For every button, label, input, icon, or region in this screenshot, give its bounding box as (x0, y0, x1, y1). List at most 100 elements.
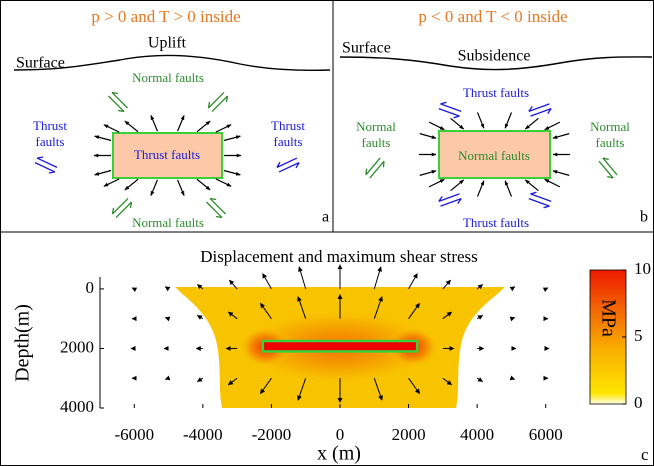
displacement-arrow (546, 288, 548, 289)
fault-line (210, 198, 226, 214)
source (263, 341, 417, 351)
fault-arrow (49, 172, 55, 173)
fault-label: Thrust faults (134, 147, 200, 162)
panel-b: p < 0 and T < 0 inside Surface Subsidenc… (340, 7, 652, 230)
fault-label: Thrust faults (463, 85, 529, 100)
x-tick-label: 0 (336, 425, 345, 444)
fault-label: Normal faults (132, 70, 204, 85)
fault-label: Thrust (33, 118, 67, 133)
arrow (95, 171, 111, 175)
y-axis-label: Depth(m) (12, 304, 34, 382)
x-tick-label: 2000 (392, 425, 426, 444)
arrow (545, 122, 560, 130)
arrow (451, 180, 464, 191)
fault-arrow (37, 157, 43, 158)
displacement-arrow (197, 378, 203, 381)
arrow (104, 179, 119, 186)
panel-a: p > 0 and T > 0 inside Surface Uplift No… (14, 7, 330, 230)
y-tick-label: 2000 (60, 337, 94, 356)
arrow (178, 180, 184, 196)
x-tick-label: 4000 (460, 425, 494, 444)
arrow (95, 136, 111, 140)
arrow (420, 134, 436, 139)
fault-line (108, 96, 124, 112)
displacement-arrow (263, 274, 272, 289)
fault-label: faults (362, 135, 391, 150)
y-tick-label: 0 (86, 278, 95, 297)
arrow (197, 179, 210, 190)
fault-label: faults (274, 134, 303, 149)
fault-line (603, 158, 617, 175)
fault-arrow (531, 192, 537, 194)
fault-line (35, 163, 55, 172)
arrow (151, 180, 157, 196)
arrow (197, 121, 210, 132)
fault-line (206, 202, 222, 218)
displacement-arrow (374, 267, 381, 289)
arrow (125, 179, 138, 190)
fault-label: Thrust faults (463, 215, 529, 230)
fault-line (112, 198, 128, 214)
fault-line (366, 158, 380, 175)
fault-line (116, 202, 132, 218)
figure: p > 0 and T > 0 inside Surface Uplift No… (0, 0, 654, 466)
arrow (224, 136, 240, 140)
fault-line (370, 161, 384, 178)
fault-arrow (383, 161, 384, 167)
x-axis-label: x (m) (317, 443, 361, 465)
x-tick-label: -2000 (252, 425, 292, 444)
x-tick-label: -4000 (183, 425, 223, 444)
arrow (429, 179, 444, 187)
fault-line (212, 96, 228, 112)
colorbar (590, 270, 626, 404)
arrow (478, 181, 484, 197)
displacement-arrow (511, 287, 514, 289)
arrow (125, 121, 138, 132)
arrow (178, 115, 184, 131)
displacement-arrow (165, 318, 168, 319)
arrow (216, 125, 231, 132)
fault-arrow (544, 206, 550, 208)
panel-label: a (322, 209, 329, 226)
displacement-arrow (477, 378, 483, 381)
fault-line (599, 161, 613, 178)
arrow (224, 171, 240, 175)
colorbar-tick-label: 0 (634, 393, 643, 412)
surface-label: Surface (16, 55, 65, 72)
arrow (505, 181, 511, 197)
fault-arrow (441, 102, 447, 104)
fault-line (208, 92, 224, 108)
arrow (478, 112, 484, 128)
fault-label: Normal (590, 119, 630, 134)
arrow (545, 179, 560, 187)
y-tick-label: 4000 (60, 397, 94, 416)
displacement-arrow (197, 315, 203, 318)
arrow (151, 115, 157, 131)
displacement-arrow (511, 378, 514, 379)
fault-label: Thrust (271, 118, 305, 133)
panel-title: p < 0 and T < 0 inside (418, 7, 567, 26)
fault-label: Normal faults (132, 215, 204, 230)
arrow (505, 112, 511, 128)
fault-arrow (366, 169, 367, 175)
displacement-arrow (165, 287, 168, 289)
arrow (525, 180, 538, 191)
displacement-arrow (477, 315, 483, 318)
displacement-arrow (409, 274, 418, 289)
fault-line (112, 92, 128, 108)
displacement-arrow (299, 267, 306, 289)
fault-arrow (454, 116, 460, 118)
deformation-label: Uplift (148, 35, 187, 52)
displacement-arrow (165, 378, 168, 379)
deformation-label: Subsidence (458, 48, 531, 65)
colorbar-label: MPa (597, 299, 619, 337)
x-tick-label: -6000 (114, 425, 154, 444)
arrow (553, 171, 569, 176)
panel-label: c (641, 445, 649, 464)
displacement-arrow (511, 318, 514, 319)
colorbar-tick-label: 5 (634, 326, 643, 345)
x-tick-label: 6000 (529, 425, 563, 444)
arrow (553, 134, 569, 139)
arrow (420, 171, 436, 176)
